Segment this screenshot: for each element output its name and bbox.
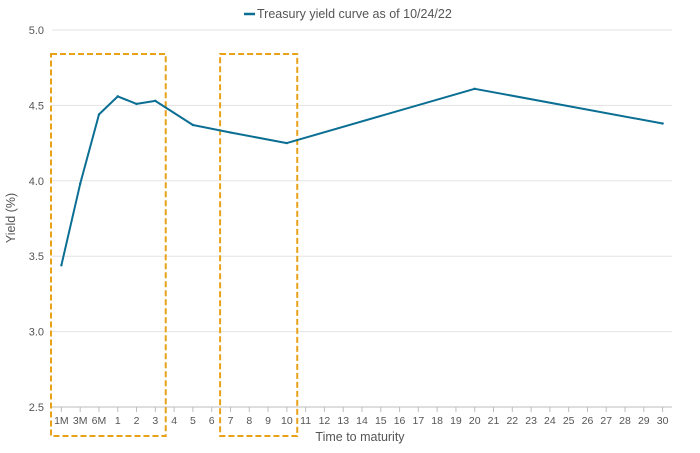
x-tick-label: 1M — [54, 415, 69, 427]
data-point — [229, 131, 232, 134]
x-tick-label: 4 — [171, 415, 177, 427]
x-tick-label: 6 — [209, 415, 215, 427]
x-tick-label: 13 — [337, 415, 349, 427]
x-tick-label: 16 — [394, 415, 406, 427]
highlight-boxes — [50, 53, 299, 437]
y-tick-label: 5.0 — [29, 25, 44, 37]
x-tick-label: 7 — [228, 415, 234, 427]
x-tick-label: 15 — [375, 415, 387, 427]
x-tick-label: 20 — [469, 415, 481, 427]
x-tick-label: 3M — [73, 415, 88, 427]
x-tick-label: 26 — [582, 415, 594, 427]
x-tick-label: 1 — [115, 415, 121, 427]
x-tick-label: 28 — [619, 415, 631, 427]
x-tick-label: 19 — [450, 415, 462, 427]
x-tick-label: 23 — [525, 415, 537, 427]
data-point — [135, 102, 138, 106]
x-tick-label: 11 — [300, 415, 311, 427]
x-tick-label: 29 — [638, 415, 650, 427]
data-point — [78, 182, 82, 186]
y-tick-label: 3.0 — [29, 327, 44, 339]
x-tick-label: 17 — [413, 415, 425, 427]
x-tick-label: 24 — [544, 415, 556, 427]
x-tick-label: 10 — [281, 415, 293, 427]
x-tick-label: 18 — [431, 415, 443, 427]
legend-label: Treasury yield curve as of 10/24/22 — [257, 7, 452, 21]
y-axis-label: Yield (%) — [4, 193, 18, 243]
x-tick-label: 3 — [152, 415, 158, 427]
data-point — [191, 123, 195, 127]
x-tick-label: 27 — [600, 415, 612, 427]
y-tick-label: 4.5 — [29, 100, 44, 112]
yield-curve-line — [60, 87, 664, 267]
x-tick-label: 14 — [356, 415, 368, 427]
x-tick-label: 5 — [190, 415, 196, 427]
x-tick-label: 25 — [563, 415, 575, 427]
data-point — [154, 99, 157, 103]
highlight-box — [219, 53, 299, 437]
x-tick-label: 6M — [92, 415, 107, 427]
x-tick-label: 8 — [246, 415, 252, 427]
x-axis-label: Time to maturity — [315, 430, 405, 444]
legend: Treasury yield curve as of 10/24/22 — [244, 7, 452, 21]
y-tick-label: 3.5 — [29, 251, 44, 263]
y-tick-label: 4.0 — [29, 176, 44, 188]
data-point — [116, 95, 119, 98]
x-tick-label: 12 — [319, 415, 331, 427]
data-point — [473, 87, 476, 91]
x-tick-label: 22 — [506, 415, 518, 427]
grid — [52, 29, 672, 408]
data-point — [285, 141, 289, 145]
y-axis-ticks: 2.5 3.0 3.5 4.0 4.5 5.0 — [29, 25, 44, 414]
x-tick-label: 21 — [488, 415, 500, 427]
y-tick-label: 2.5 — [29, 402, 44, 414]
x-tick-label: 9 — [265, 415, 271, 427]
x-tick-label: 2 — [134, 415, 140, 427]
series-layer — [60, 87, 664, 267]
highlight-box — [50, 53, 167, 437]
data-point — [97, 113, 101, 116]
x-tick-label: 30 — [657, 415, 669, 427]
x-axis-ticks: 1M 3M 6M 1 2 3 4 5 6 7 8 9 10 11 12 13 14 15 16 17 18 19 20 21 2… — [54, 407, 669, 427]
data-point — [661, 122, 664, 125]
data-point — [60, 264, 63, 267]
